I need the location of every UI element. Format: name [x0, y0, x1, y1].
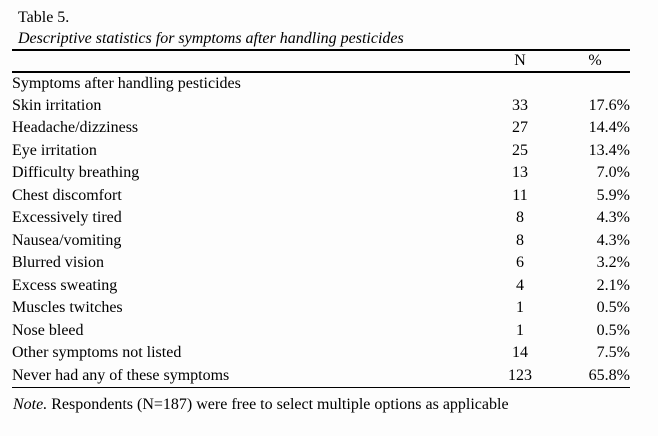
table-row: Headache/dizziness 27 14.4% — [12, 117, 630, 140]
symptom-label: Never had any of these symptoms — [12, 366, 230, 384]
note-prefix: Note. — [13, 395, 48, 413]
table-row: Other symptoms not listed 14 7.5% — [12, 342, 630, 365]
symptom-percent: 2.1% — [596, 276, 630, 294]
symptom-percent: 13.4% — [588, 141, 630, 159]
symptom-percent: 5.9% — [596, 186, 630, 204]
symptom-percent: 7.0% — [596, 164, 630, 182]
table-note: Note. Respondents (N=187) were free to s… — [13, 395, 658, 415]
symptom-count: 123 — [508, 366, 532, 384]
symptom-label: Excess sweating — [12, 276, 118, 294]
symptom-percent: 4.3% — [596, 209, 630, 227]
group-header-label: Symptoms after handling pesticides — [12, 74, 241, 92]
table-row: Excess sweating 4 2.1% — [12, 275, 630, 298]
symptom-label: Excessively tired — [12, 209, 122, 227]
symptom-percent: 65.8% — [588, 366, 630, 384]
symptom-label: Muscles twitches — [12, 299, 123, 317]
symptom-count: 13 — [512, 164, 528, 182]
symptom-label: Other symptoms not listed — [12, 344, 182, 362]
symptom-percent: 7.5% — [596, 344, 630, 362]
table-row: Chest discomfort 11 5.9% — [12, 185, 630, 208]
table-row: Excessively tired 8 4.3% — [12, 207, 630, 230]
symptom-label: Difficulty breathing — [12, 164, 140, 182]
group-header-row: Symptoms after handling pesticides — [12, 72, 630, 95]
table-title: Descriptive statistics for symptoms afte… — [18, 30, 404, 47]
symptom-label: Blurred vision — [12, 254, 104, 272]
table-caption: Table 5. Descriptive statistics for symp… — [0, 7, 658, 49]
table-row: Never had any of these symptoms 123 65.8… — [12, 365, 630, 388]
symptom-count: 1 — [516, 321, 524, 339]
symptom-count: 25 — [512, 141, 528, 159]
table-row: Nausea/vomiting 8 4.3% — [12, 230, 630, 253]
symptom-count: 8 — [516, 209, 524, 227]
column-header-n: N — [514, 52, 526, 69]
symptom-label: Headache/dizziness — [12, 119, 139, 137]
symptom-label: Chest discomfort — [12, 186, 122, 204]
column-header-percent: % — [588, 52, 602, 69]
table-body: Symptoms after handling pesticides Skin … — [12, 72, 630, 387]
symptom-count: 11 — [512, 186, 528, 204]
symptom-count: 6 — [516, 254, 524, 272]
table-row: Eye irritation 25 13.4% — [12, 140, 630, 163]
table-row: Muscles twitches 1 0.5% — [12, 297, 630, 320]
symptom-percent: 17.6% — [588, 96, 630, 114]
symptom-percent: 4.3% — [596, 231, 630, 249]
table-row: Difficulty breathing 13 7.0% — [12, 162, 630, 185]
symptom-label: Eye irritation — [12, 141, 97, 159]
note-text: Respondents (N=187) were free to select … — [51, 395, 509, 413]
symptom-label: Nausea/vomiting — [12, 231, 122, 249]
symptom-percent: 3.2% — [596, 254, 630, 272]
table-row: Nose bleed 1 0.5% — [12, 320, 630, 343]
symptom-count: 8 — [516, 231, 524, 249]
symptoms-table: N % Symptoms after handling pesticides S… — [12, 49, 630, 388]
symptom-count: 14 — [512, 344, 528, 362]
table-number: Table 5. — [18, 9, 70, 26]
table-row: Blurred vision 6 3.2% — [12, 252, 630, 275]
symptom-percent: 14.4% — [588, 119, 630, 137]
symptom-count: 27 — [512, 119, 528, 137]
symptom-count: 1 — [516, 299, 524, 317]
symptom-label: Skin irritation — [12, 96, 102, 114]
symptom-label: Nose bleed — [12, 321, 84, 339]
symptom-percent: 0.5% — [596, 321, 630, 339]
symptom-percent: 0.5% — [596, 299, 630, 317]
table-row: Skin irritation 33 17.6% — [12, 95, 630, 118]
symptom-count: 33 — [512, 96, 528, 114]
column-header-symptom — [12, 50, 480, 72]
table-header: N % — [12, 50, 630, 72]
symptom-count: 4 — [516, 276, 524, 294]
header-row: N % — [12, 50, 630, 72]
